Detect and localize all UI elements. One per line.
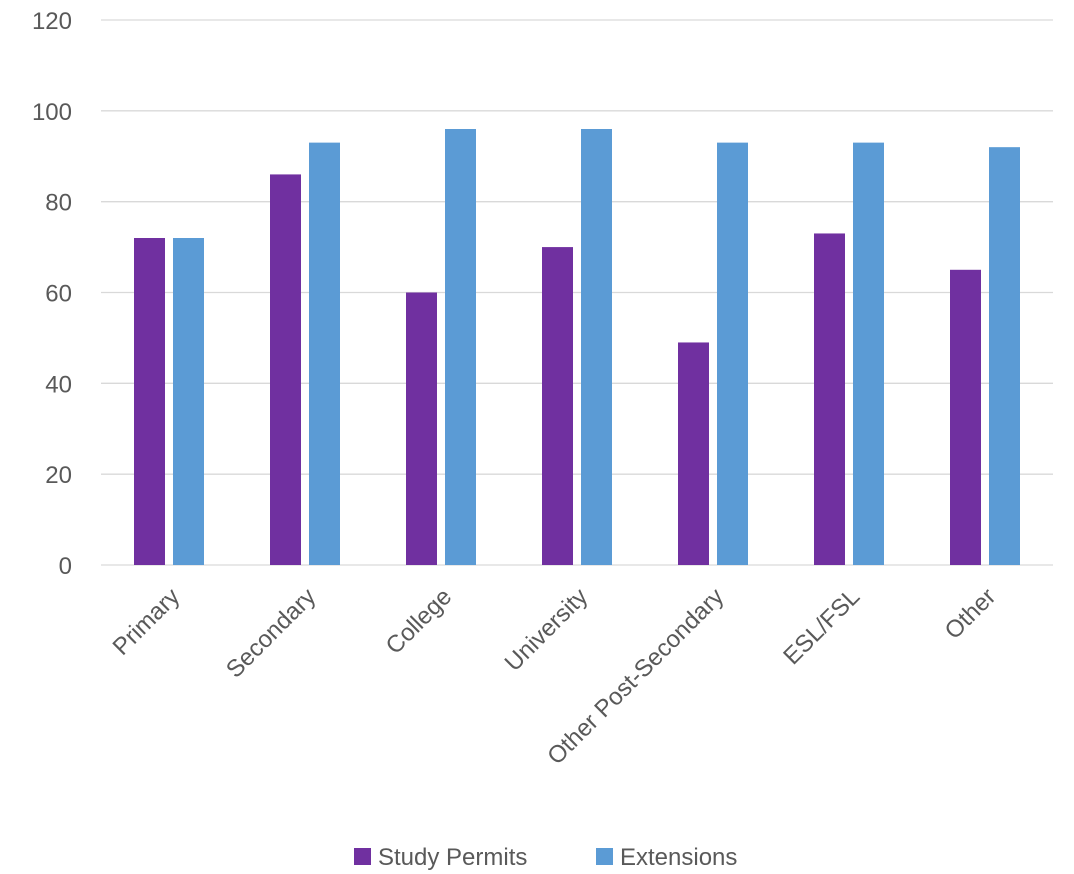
bars xyxy=(134,129,1020,566)
y-tick-label: 80 xyxy=(45,190,72,217)
bar-extensions xyxy=(173,238,204,565)
bar-study-permits xyxy=(678,342,709,565)
legend-swatch xyxy=(354,848,371,865)
gridlines xyxy=(101,19,1053,566)
y-tick-label: 60 xyxy=(45,281,72,308)
bar-extensions xyxy=(309,142,340,565)
bar-study-permits xyxy=(134,238,165,565)
x-category-label: Primary xyxy=(108,583,186,661)
y-tick-label: 20 xyxy=(45,462,72,489)
bar-extensions xyxy=(445,129,476,565)
y-tick-label: 100 xyxy=(32,99,72,126)
y-axis-ticks: 0 20 40 60 80 100 120 xyxy=(32,8,72,580)
legend-label: Study Permits xyxy=(378,844,527,871)
bar-extensions xyxy=(717,142,748,565)
bar-extensions xyxy=(853,142,884,565)
x-category-label: University xyxy=(500,583,594,677)
bar-extensions xyxy=(581,129,612,565)
x-category-label: College xyxy=(381,583,458,660)
y-tick-label: 120 xyxy=(32,8,72,35)
x-category-label: Other xyxy=(940,583,1002,645)
y-tick-label: 0 xyxy=(59,553,72,580)
legend-swatch xyxy=(596,848,613,865)
bar-extensions xyxy=(989,147,1020,565)
legend: Study Permits Extensions xyxy=(354,844,737,871)
bar-study-permits xyxy=(814,233,845,566)
bar-study-permits xyxy=(270,174,301,565)
bar-study-permits xyxy=(406,292,437,565)
legend-label: Extensions xyxy=(620,844,737,871)
x-category-label: ESL/FSL xyxy=(778,583,865,670)
x-category-label: Secondary xyxy=(221,583,321,683)
bar-study-permits xyxy=(950,269,981,565)
bar-study-permits xyxy=(542,247,573,566)
y-tick-label: 40 xyxy=(45,371,72,398)
